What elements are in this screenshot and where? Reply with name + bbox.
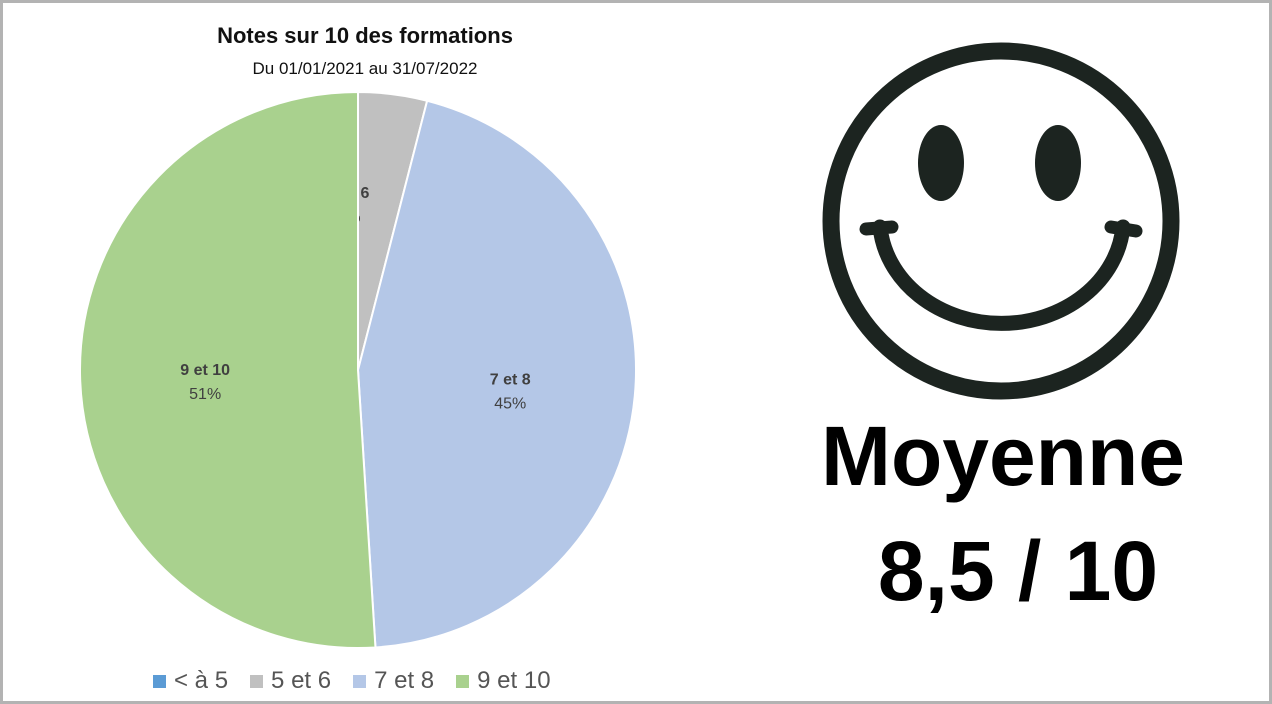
smiley-mouth: [872, 219, 1131, 331]
legend-label: 7 et 8: [374, 667, 435, 694]
legend-swatch: [250, 674, 264, 688]
legend-swatch: [353, 674, 367, 688]
pie-slice-3: [78, 90, 377, 649]
smiley-right-eye: [1035, 125, 1081, 201]
pie-slice-2: [356, 99, 637, 649]
legend-item-9-10: 9 et 10: [456, 667, 551, 695]
legend-item-lt5: < à 5: [153, 667, 228, 695]
smiley-outline: [822, 42, 1180, 400]
legend: < à 5 5 et 6 7 et 8 9 et 10: [153, 667, 551, 695]
legend-label: 9 et 10: [477, 667, 551, 694]
chart-subtitle: Du 01/01/2021 au 31/07/2022: [252, 59, 478, 78]
legend-label: 5 et 6: [271, 667, 332, 694]
legend-label: < à 5: [174, 667, 229, 694]
slice-label-pct-2: 45%: [494, 395, 526, 412]
chart-title: Notes sur 10 des formations: [217, 23, 513, 48]
slice-label-pct-3: 51%: [189, 386, 221, 403]
smiley-mouth-left-tick: [859, 220, 899, 236]
smiley-mouth-right-tick: [1104, 220, 1143, 238]
legend-item-7-8: 7 et 8: [353, 667, 434, 695]
slice-label-name-2: 7 et 8: [490, 371, 531, 388]
smiley-left-eye: [918, 125, 964, 201]
moyenne-value: 8,5 / 10: [877, 524, 1159, 618]
legend-swatch: [153, 674, 166, 688]
legend-item-5-6: 5 et 6: [250, 667, 331, 695]
smiley-face-icon: [822, 42, 1180, 400]
moyenne-label: Moyenne: [820, 409, 1186, 503]
legend-swatch: [456, 674, 470, 688]
slice-label-name-3: 9 et 10: [180, 362, 230, 379]
